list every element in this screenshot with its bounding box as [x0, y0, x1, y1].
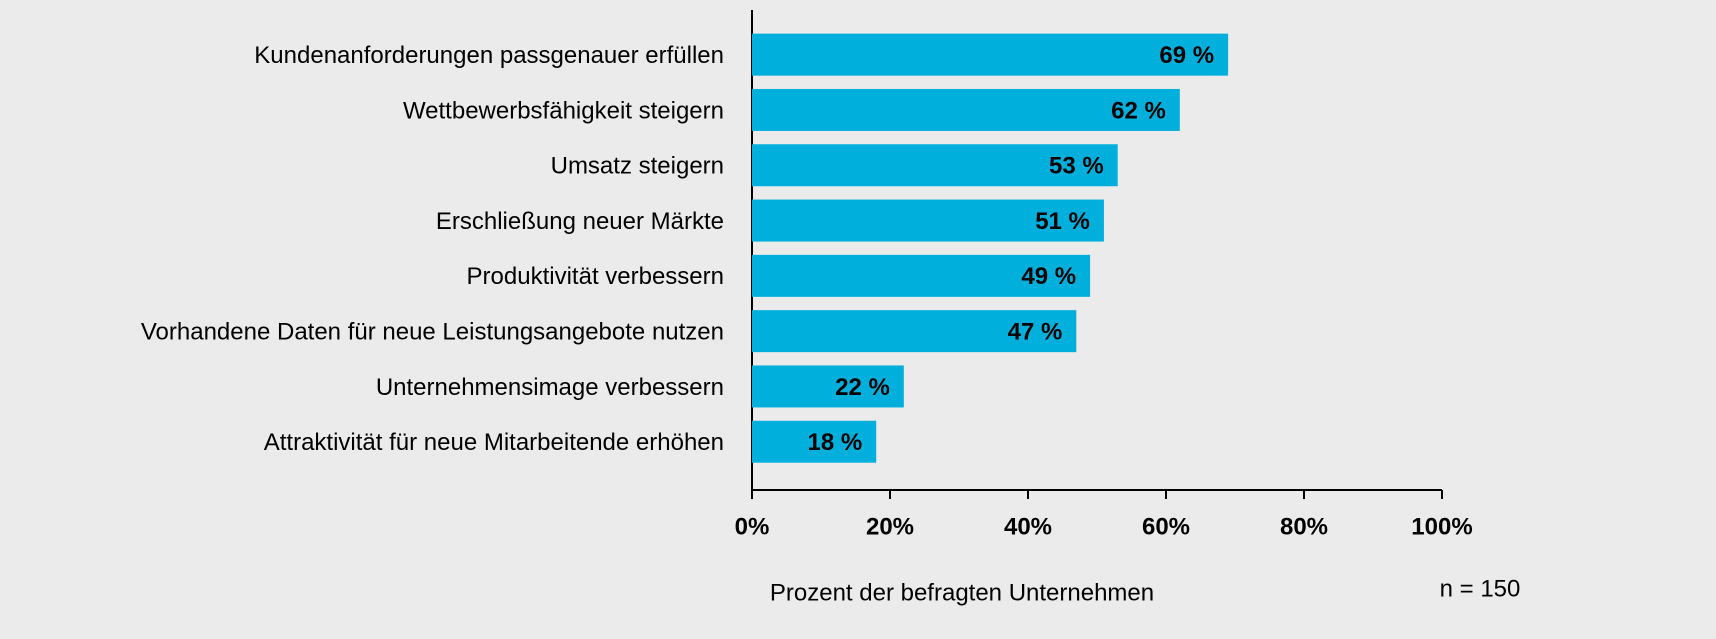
y-tick-label: Kundenanforderungen passgenauer erfüllen: [254, 42, 724, 69]
x-tick-label: 20%: [866, 513, 914, 540]
bar: [752, 33, 1229, 76]
annotation: n = 150: [1440, 575, 1521, 602]
y-tick-label: Umsatz steigern: [551, 153, 724, 180]
bar: [752, 199, 1104, 242]
bar: [752, 254, 1091, 297]
bar: [752, 144, 1118, 187]
y-tick-label: Unternehmensimage verbessern: [376, 374, 724, 401]
value-label: 47 %: [1008, 318, 1063, 345]
x-tick-label: 40%: [1004, 513, 1052, 540]
value-label: 53 %: [1049, 153, 1104, 180]
y-tick-label: Erschließung neuer Märkte: [436, 208, 724, 235]
value-label: 18 %: [807, 429, 862, 456]
bar: [752, 310, 1077, 353]
bar: [752, 88, 1180, 131]
value-label: 69 %: [1159, 42, 1214, 69]
x-tick-label: 100%: [1411, 513, 1472, 540]
value-label: 49 %: [1021, 263, 1076, 290]
x-tick-label: 0%: [735, 513, 770, 540]
y-tick-label: Wettbewerbsfähigkeit steigern: [403, 97, 724, 124]
x-tick-label: 80%: [1280, 513, 1328, 540]
y-tick-label: Attraktivität für neue Mitarbeitende erh…: [264, 429, 724, 456]
x-axis-label: Prozent der befragten Unternehmen: [770, 579, 1154, 606]
x-tick-label: 60%: [1142, 513, 1190, 540]
value-label: 22 %: [835, 374, 890, 401]
value-label: 62 %: [1111, 97, 1166, 124]
bar: [752, 365, 904, 408]
bar: [752, 420, 877, 463]
y-tick-label: Vorhandene Daten für neue Leistungsangeb…: [141, 318, 724, 345]
value-label: 51 %: [1035, 208, 1090, 235]
y-tick-label: Produktivität verbessern: [467, 263, 724, 290]
